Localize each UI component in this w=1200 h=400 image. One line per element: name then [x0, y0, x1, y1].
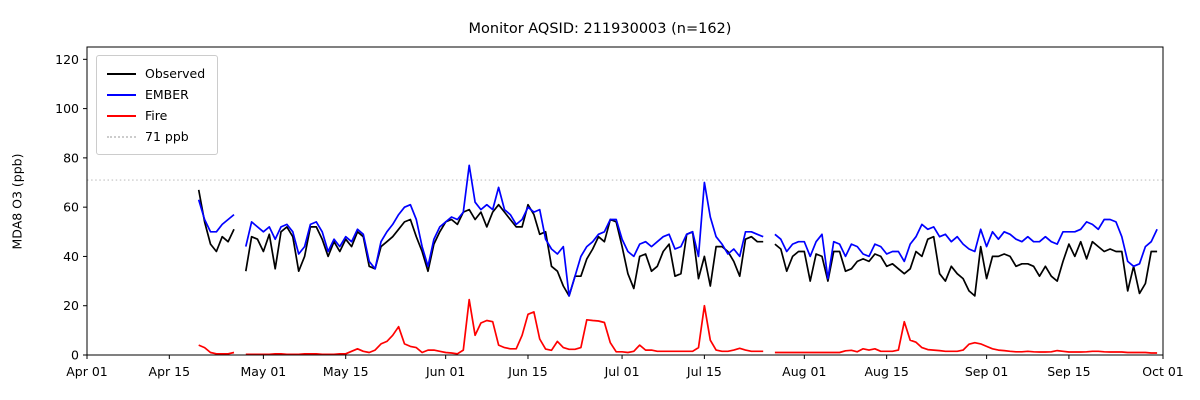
y-tick-label: 40 [63, 249, 79, 264]
legend-item-ember: EMBER [107, 84, 205, 105]
series-line-fire [774, 320, 1158, 354]
x-tick-label: Sep 15 [1047, 364, 1090, 379]
series-line-fire [245, 298, 764, 356]
x-tick-label: Aug 01 [782, 364, 826, 379]
x-tick-label: Aug 15 [865, 364, 909, 379]
y-tick-label: 60 [63, 200, 79, 215]
x-tick-label: Apr 01 [66, 364, 108, 379]
x-tick-label: May 01 [241, 364, 287, 379]
series-line-observed [774, 235, 1158, 297]
plot-border [86, 46, 1164, 356]
legend: Observed EMBER Fire 71 ppb [96, 55, 219, 155]
series-line-fire [198, 344, 235, 355]
legend-item-observed: Observed [107, 63, 205, 84]
legend-label: EMBER [145, 87, 189, 102]
ember-line-swatch-icon [107, 93, 136, 96]
x-tick-label: Jun 15 [507, 364, 547, 379]
fire-line-swatch-icon [107, 114, 136, 117]
legend-item-fire: Fire [107, 105, 205, 126]
y-axis-label: MDA8 O3 (ppb) [9, 153, 25, 250]
series-line-ember [197, 199, 235, 233]
x-tick-label: Jul 15 [686, 364, 722, 379]
y-tick-label: 0 [71, 348, 79, 363]
series-line-observed [197, 189, 235, 253]
page-title: Monitor AQSID: 211930003 (n=162) [468, 21, 732, 37]
series-line-ember [244, 164, 764, 297]
legend-label: Fire [145, 108, 168, 123]
legend-label: Observed [145, 66, 206, 81]
y-tick-label: 80 [63, 150, 79, 165]
threshold-line-swatch-icon [107, 135, 136, 138]
y-tick-label: 20 [63, 298, 79, 313]
legend-item-threshold: 71 ppb [107, 126, 205, 147]
series-line-observed [244, 203, 764, 297]
x-tick-label: Jun 01 [425, 364, 465, 379]
y-tick-label: 120 [55, 52, 79, 67]
x-tick-label: Oct 01 [1142, 364, 1184, 379]
x-tick-label: Sep 01 [965, 364, 1008, 379]
x-tick-label: May 15 [323, 364, 369, 379]
y-tick-label: 100 [55, 101, 79, 116]
x-tick-label: Jul 01 [604, 364, 640, 379]
legend-label: 71 ppb [145, 129, 189, 144]
series-line-ember [774, 218, 1158, 280]
observed-line-swatch-icon [107, 72, 136, 75]
x-tick-label: Apr 15 [149, 364, 191, 379]
